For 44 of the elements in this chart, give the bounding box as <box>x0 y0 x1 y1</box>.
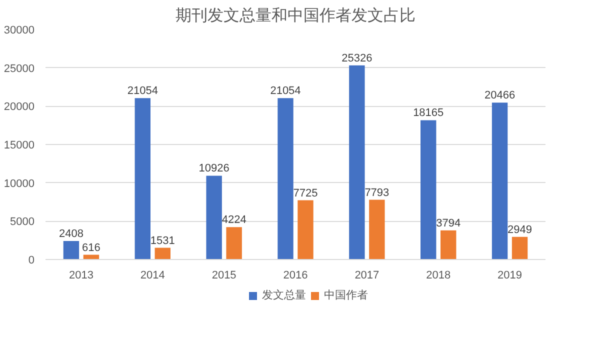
y-tick-label: 15000 <box>4 140 35 152</box>
data-label: 10926 <box>198 162 230 175</box>
data-label: 1531 <box>150 234 175 247</box>
y-tick-label: 20000 <box>4 101 35 114</box>
bar <box>512 236 528 260</box>
bar <box>440 230 456 260</box>
x-tick-label: 2017 <box>354 270 380 282</box>
x-tick-label: 2019 <box>498 270 522 282</box>
data-label: 7725 <box>293 187 318 200</box>
x-tick-label: 2018 <box>426 270 451 282</box>
data-label: 21054 <box>270 85 301 98</box>
bar <box>154 248 170 260</box>
legend-label: 发文总量 <box>262 288 306 302</box>
x-tick-label: 2013 <box>68 270 94 282</box>
data-label: 2408 <box>58 228 84 240</box>
data-label: 25326 <box>342 52 372 64</box>
legend-label: 中国作者 <box>324 288 368 302</box>
data-label: 4224 <box>222 214 246 226</box>
y-tick-label: 30000 <box>4 24 35 36</box>
data-label: 2949 <box>508 224 532 236</box>
bar <box>278 98 294 260</box>
data-label: 7793 <box>364 186 390 199</box>
bar <box>298 200 314 260</box>
bar <box>206 176 222 260</box>
chart-title: 期刊发文总量和中国作者发文占比 <box>176 6 416 24</box>
data-label: 20466 <box>484 90 516 102</box>
data-label: 616 <box>82 242 100 254</box>
y-tick-label: 10000 <box>4 178 35 190</box>
bar <box>492 102 508 260</box>
x-tick-label: 2015 <box>212 270 236 282</box>
data-label: 18165 <box>413 107 444 120</box>
bar <box>226 227 242 260</box>
x-tick-label: 2014 <box>140 270 165 282</box>
y-tick-label: 0 <box>28 254 35 266</box>
data-label: 3794 <box>436 217 461 230</box>
x-tick-label: 2016 <box>283 270 308 282</box>
y-tick-label: 5000 <box>10 216 35 228</box>
bar <box>349 65 365 260</box>
bar <box>134 98 150 260</box>
bar <box>369 200 385 260</box>
bar <box>63 241 80 260</box>
y-tick-label: 25000 <box>4 62 35 75</box>
data-label: 21054 <box>127 85 158 98</box>
bar <box>420 120 436 260</box>
